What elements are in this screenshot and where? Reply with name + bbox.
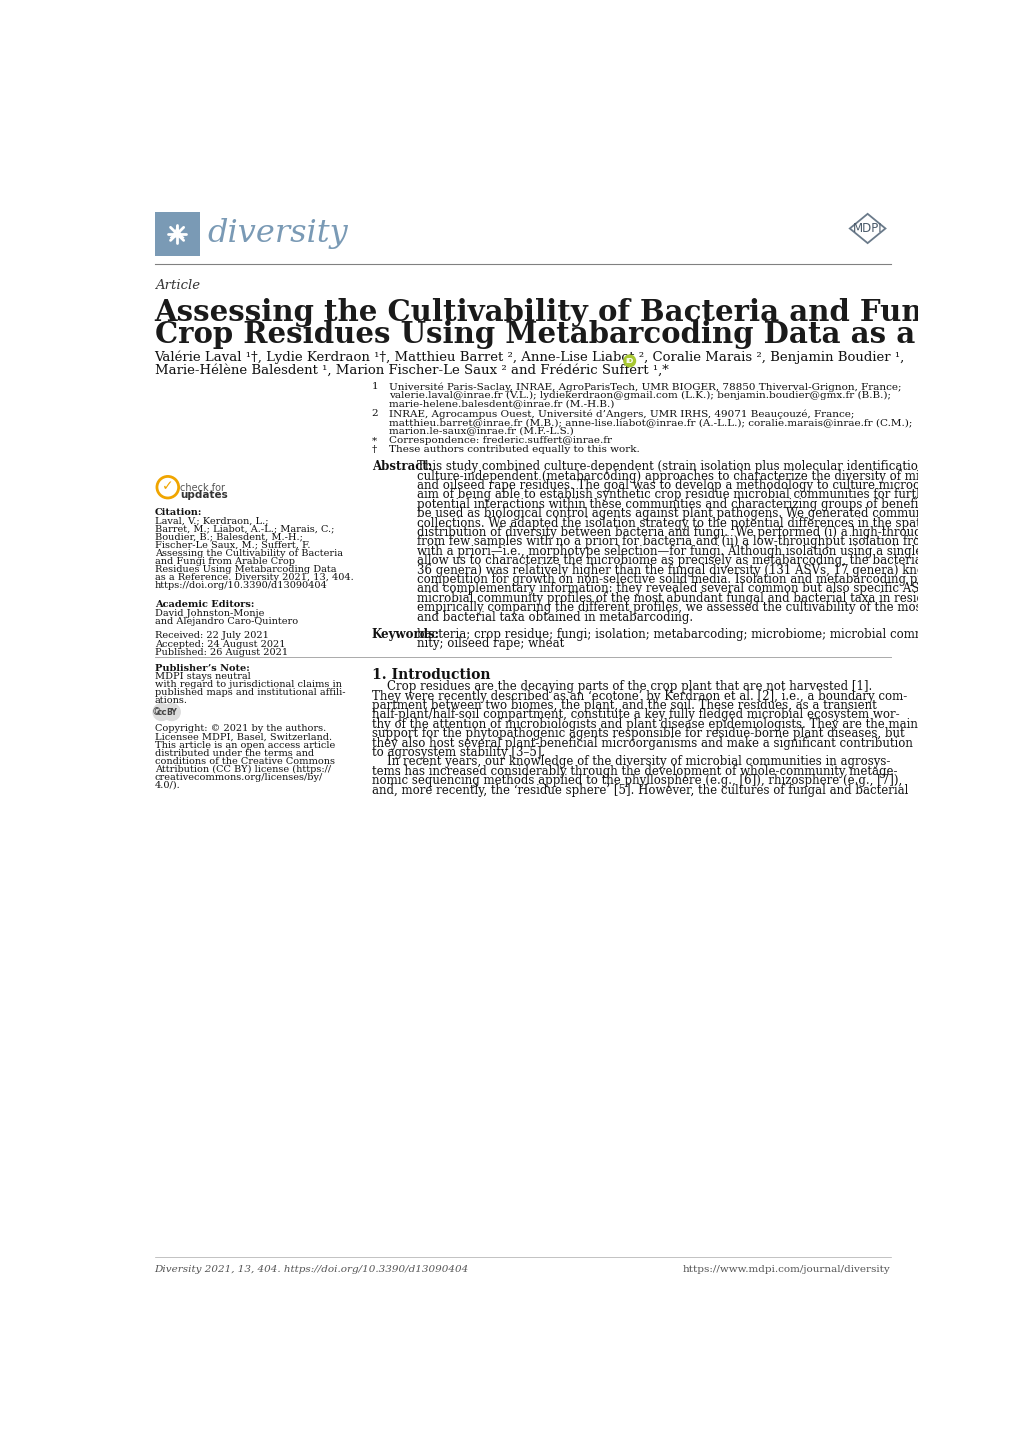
Text: ©: © [152,707,162,717]
Text: Fischer-Le Saux, M.; Suffert, F.: Fischer-Le Saux, M.; Suffert, F. [155,541,310,549]
Text: conditions of the Creative Commons: conditions of the Creative Commons [155,757,334,766]
Text: 2: 2 [371,410,378,418]
Text: 1: 1 [371,382,378,391]
Text: cc: cc [156,708,167,717]
Text: marie-helene.balesdent@inrae.fr (M.-H.B.): marie-helene.balesdent@inrae.fr (M.-H.B.… [388,399,613,408]
Text: distributed under the terms and: distributed under the terms and [155,748,314,757]
Text: potential interactions within these communities and characterizing groups of ben: potential interactions within these comm… [416,497,1019,510]
Text: and Alejandro Caro-Quintero: and Alejandro Caro-Quintero [155,617,298,626]
Text: Correspondence: frederic.suffert@inrae.fr: Correspondence: frederic.suffert@inrae.f… [388,437,611,446]
Text: creativecommons.org/licenses/by/: creativecommons.org/licenses/by/ [155,773,323,782]
Text: Citation:: Citation: [155,508,202,518]
Text: This study combined culture-dependent (strain isolation plus molecular identific: This study combined culture-dependent (s… [416,460,955,473]
Text: They were recently described as an ‘ecotone’ by Kerdraon et al. [2], i.e., a bou: They were recently described as an ‘ecot… [371,689,906,702]
Text: Diversity 2021, 13, 404. https://doi.org/10.3390/d13090404: Diversity 2021, 13, 404. https://doi.org… [155,1265,469,1273]
Text: microbial community profiles of the most abundant fungal and bacterial taxa in r: microbial community profiles of the most… [416,591,1012,604]
Text: These authors contributed equally to this work.: These authors contributed equally to thi… [388,444,639,454]
Text: Assessing the Cultivability of Bacteria and Fungi from Arable: Assessing the Cultivability of Bacteria … [155,298,1019,327]
Text: https://doi.org/10.3390/d13090404: https://doi.org/10.3390/d13090404 [155,581,327,590]
Text: be used as biological control agents against plant pathogens. We generated commu: be used as biological control agents aga… [416,508,1019,521]
Text: MDPI stays neutral: MDPI stays neutral [155,672,250,681]
Text: 36 genera) was relatively higher than the fungal diversity (131 ASVs, 17 genera): 36 genera) was relatively higher than th… [416,564,1019,577]
Text: bacteria; crop residue; fungi; isolation; metabarcoding; microbiome; microbial c: bacteria; crop residue; fungi; isolation… [416,627,936,640]
Text: from few samples with no a priori for bacteria and (ii) a low-throughput isolati: from few samples with no a priori for ba… [416,535,1019,548]
Text: Marie-Hélène Balesdent ¹, Marion Fischer-Le Saux ² and Frédéric Suffert ¹,*: Marie-Hélène Balesdent ¹, Marion Fischer… [155,363,667,376]
Text: to agrosystem stability [3–5].: to agrosystem stability [3–5]. [371,746,544,758]
Text: tems has increased considerably through the development of whole-community metag: tems has increased considerably through … [371,764,897,777]
Text: ✓: ✓ [162,479,173,493]
Text: Accepted: 24 August 2021: Accepted: 24 August 2021 [155,640,285,649]
Text: collections. We adapted the isolation strategy to the potential differences in t: collections. We adapted the isolation st… [416,516,1017,529]
Text: competition for growth on non-selective solid media. Isolation and metabarcoding: competition for growth on non-selective … [416,572,1019,585]
Circle shape [153,704,170,721]
Circle shape [163,704,180,721]
Text: valerie.laval@inrae.fr (V.L.); lydiekerdraon@gmail.com (L.K.); benjamin.boudier@: valerie.laval@inrae.fr (V.L.); lydiekerd… [388,391,890,399]
Text: marion.le-saux@inrae.fr (M.F.-L.S.): marion.le-saux@inrae.fr (M.F.-L.S.) [388,427,573,435]
Text: This article is an open access article: This article is an open access article [155,741,334,750]
Text: empirically comparing the different profiles, we assessed the cultivability of t: empirically comparing the different prof… [416,601,1019,614]
Text: Boudier, B.; Balesdent, M.-H.;: Boudier, B.; Balesdent, M.-H.; [155,532,303,542]
Text: aim of being able to establish synthetic crop residue microbial communities for : aim of being able to establish synthetic… [416,489,1019,502]
Text: Crop Residues Using Metabarcoding Data as a Reference: Crop Residues Using Metabarcoding Data a… [155,320,1019,349]
Text: with regard to jurisdictional claims in: with regard to jurisdictional claims in [155,681,341,689]
Text: INRAE, Agrocampus Ouest, Université d’Angers, UMR IRHS, 49071 Beauçouzé, France;: INRAE, Agrocampus Ouest, Université d’An… [388,410,853,420]
Text: BY: BY [166,708,177,717]
Text: half-plant/half-soil compartment, constitute a key fully fledged microbial ecosy: half-plant/half-soil compartment, consti… [371,708,899,721]
Text: Residues Using Metabarcoding Data: Residues Using Metabarcoding Data [155,565,336,574]
Text: iD: iD [625,358,633,363]
Text: and complementary information: they revealed several common but also specific AS: and complementary information: they reve… [416,583,1019,596]
Text: allow us to characterize the microbiome as precisely as metabarcoding, the bacte: allow us to characterize the microbiome … [416,554,1019,567]
Circle shape [624,355,635,366]
Text: Licensee MDPI, Basel, Switzerland.: Licensee MDPI, Basel, Switzerland. [155,733,331,741]
Text: distribution of diversity between bacteria and fungi.  We performed (i) a high-t: distribution of diversity between bacter… [416,526,1002,539]
Text: Crop residues are the decaying parts of the crop plant that are not harvested [1: Crop residues are the decaying parts of … [371,681,871,694]
Text: culture-independent (metabarcoding) approaches to characterize the diversity of : culture-independent (metabarcoding) appr… [416,470,1019,483]
Text: David Johnston-Monje: David Johnston-Monje [155,609,264,617]
Text: diversity: diversity [207,218,347,249]
Text: Article: Article [155,280,200,293]
Text: 4.0/).: 4.0/). [155,782,180,790]
Text: Université Paris-Saclay, INRAE, AgroParisTech, UMR BIOGER, 78850 Thiverval-Grign: Université Paris-Saclay, INRAE, AgroPari… [388,382,901,392]
Text: with a priori—i.e., morphotype selection—for fungi. Although isolation using a s: with a priori—i.e., morphotype selection… [416,545,1018,558]
Text: Academic Editors:: Academic Editors: [155,600,254,610]
Text: partment between two biomes, the plant, and the soil. These residues, as a trans: partment between two biomes, the plant, … [371,699,875,712]
Text: nomic sequencing methods applied to the phyllosphere (e.g., [6]), rhizosphere (e: nomic sequencing methods applied to the … [371,774,901,787]
Text: Received: 22 July 2021: Received: 22 July 2021 [155,632,268,640]
Text: Attribution (CC BY) license (https://: Attribution (CC BY) license (https:// [155,764,330,774]
Text: and oilseed rape residues. The goal was to develop a methodology to culture micr: and oilseed rape residues. The goal was … [416,479,1019,492]
Text: check for: check for [180,483,225,493]
Text: Publisher’s Note:: Publisher’s Note: [155,663,249,672]
Text: ations.: ations. [155,696,187,705]
Text: Valérie Laval ¹†, Lydie Kerdraon ¹†, Matthieu Barret ², Anne-Lise Liabot ², Cora: Valérie Laval ¹†, Lydie Kerdraon ¹†, Mat… [155,350,904,363]
Text: they also host several plant-beneficial microorganisms and make a significant co: they also host several plant-beneficial … [371,737,912,750]
Text: *: * [371,437,376,446]
Text: and, more recently, the ‘residue sphere’ [5]. However, the cultures of fungal an: and, more recently, the ‘residue sphere’… [371,783,907,796]
Text: updates: updates [180,490,227,500]
Text: and bacterial taxa obtained in metabarcoding.: and bacterial taxa obtained in metabarco… [416,610,692,623]
Text: Copyright: © 2021 by the authors.: Copyright: © 2021 by the authors. [155,724,325,734]
Text: MDPI: MDPI [852,222,881,235]
Text: https://www.mdpi.com/journal/diversity: https://www.mdpi.com/journal/diversity [683,1265,890,1273]
Text: In recent years, our knowledge of the diversity of microbial communities in agro: In recent years, our knowledge of the di… [371,756,890,769]
Text: Assessing the Cultivability of Bacteria: Assessing the Cultivability of Bacteria [155,549,342,558]
Text: support for the phytopathogenic agents responsible for residue-borne plant disea: support for the phytopathogenic agents r… [371,727,904,740]
Text: and Fungi from Arable Crop: and Fungi from Arable Crop [155,557,294,565]
Text: 1. Introduction: 1. Introduction [371,668,490,682]
Text: Published: 26 August 2021: Published: 26 August 2021 [155,647,287,658]
Text: †: † [371,444,376,454]
Text: matthieu.barret@inrae.fr (M.B.); anne-lise.liabot@inrae.fr (A.-L.L.); coralie.ma: matthieu.barret@inrae.fr (M.B.); anne-li… [388,418,911,427]
Text: nity; oilseed rape; wheat: nity; oilseed rape; wheat [416,637,564,650]
Text: published maps and institutional affili-: published maps and institutional affili- [155,688,344,696]
Text: as a Reference. Diversity 2021, 13, 404.: as a Reference. Diversity 2021, 13, 404. [155,572,353,583]
Text: Barret, M.; Liabot, A.-L.; Marais, C.;: Barret, M.; Liabot, A.-L.; Marais, C.; [155,525,333,534]
Text: thy of the attention of microbiologists and plant disease epidemiologists. They : thy of the attention of microbiologists … [371,718,917,731]
Text: Laval, V.; Kerdraon, L.;: Laval, V.; Kerdraon, L.; [155,516,268,525]
Text: Keywords:: Keywords: [371,627,439,640]
FancyBboxPatch shape [155,212,200,257]
Text: Abstract:: Abstract: [371,460,431,473]
